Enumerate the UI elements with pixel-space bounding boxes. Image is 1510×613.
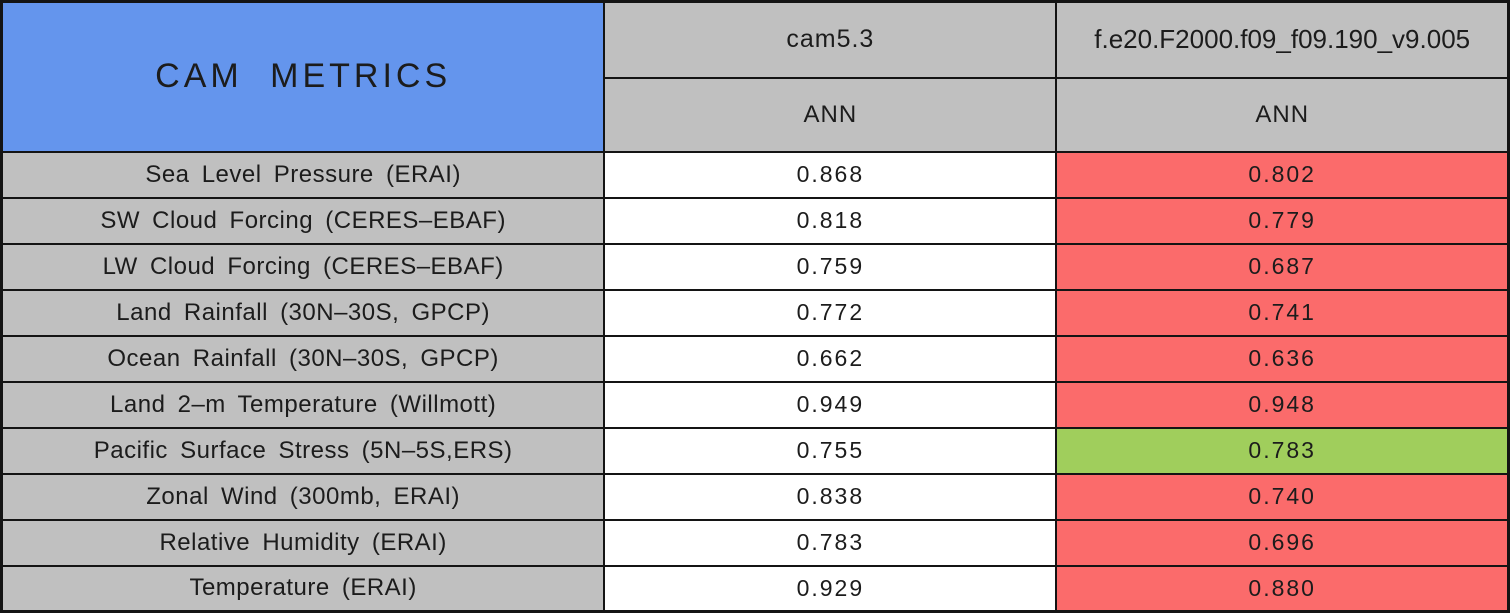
- table-row: Land 2–m Temperature (Willmott) 0.949 0.…: [0, 380, 1510, 429]
- metric-value: 0.948: [1055, 380, 1510, 429]
- metric-value: 0.740: [1055, 472, 1510, 521]
- metric-value: 0.636: [1055, 334, 1510, 383]
- column-header-model-test-run: f.e20.F2000.f09_f09.190_v9.005: [1055, 0, 1510, 79]
- metric-value: 0.662: [603, 334, 1058, 383]
- table-title: CAM METRICS: [0, 0, 606, 153]
- table-row: Zonal Wind (300mb, ERAI) 0.838 0.740: [0, 472, 1510, 521]
- metric-label: Land Rainfall (30N–30S, GPCP): [0, 288, 606, 337]
- metric-value: 0.759: [603, 242, 1058, 291]
- table-row: SW Cloud Forcing (CERES–EBAF) 0.818 0.77…: [0, 196, 1510, 245]
- table-row: Pacific Surface Stress (5N–5S,ERS) 0.755…: [0, 426, 1510, 475]
- metric-value: 0.802: [1055, 150, 1510, 199]
- metric-value: 0.783: [603, 518, 1058, 567]
- metric-value: 0.741: [1055, 288, 1510, 337]
- metric-value: 0.783: [1055, 426, 1510, 475]
- metric-value: 0.696: [1055, 518, 1510, 567]
- season-header-cam53: ANN: [603, 76, 1058, 153]
- metric-value: 0.755: [603, 426, 1058, 475]
- table-row: Ocean Rainfall (30N–30S, GPCP) 0.662 0.6…: [0, 334, 1510, 383]
- metric-label: SW Cloud Forcing (CERES–EBAF): [0, 196, 606, 245]
- table-row: Temperature (ERAI) 0.929 0.880: [0, 564, 1510, 613]
- season-header-test-run: ANN: [1055, 76, 1510, 153]
- metric-value: 0.772: [603, 288, 1058, 337]
- metric-label: Temperature (ERAI): [0, 564, 606, 613]
- metric-label: Relative Humidity (ERAI): [0, 518, 606, 567]
- metric-value: 0.687: [1055, 242, 1510, 291]
- table-row: Land Rainfall (30N–30S, GPCP) 0.772 0.74…: [0, 288, 1510, 337]
- table-row: LW Cloud Forcing (CERES–EBAF) 0.759 0.68…: [0, 242, 1510, 291]
- metric-label: Sea Level Pressure (ERAI): [0, 150, 606, 199]
- metric-value: 0.949: [603, 380, 1058, 429]
- metric-value: 0.868: [603, 150, 1058, 199]
- metric-label: Pacific Surface Stress (5N–5S,ERS): [0, 426, 606, 475]
- metric-label: Land 2–m Temperature (Willmott): [0, 380, 606, 429]
- metric-value: 0.880: [1055, 564, 1510, 613]
- metric-value: 0.838: [603, 472, 1058, 521]
- metric-value: 0.779: [1055, 196, 1510, 245]
- metric-value: 0.929: [603, 564, 1058, 613]
- metric-label: Zonal Wind (300mb, ERAI): [0, 472, 606, 521]
- table-row: Sea Level Pressure (ERAI) 0.868 0.802: [0, 150, 1510, 199]
- metric-label: LW Cloud Forcing (CERES–EBAF): [0, 242, 606, 291]
- column-header-model-cam53: cam5.3: [603, 0, 1058, 79]
- metric-value: 0.818: [603, 196, 1058, 245]
- metric-label: Ocean Rainfall (30N–30S, GPCP): [0, 334, 606, 383]
- table-row: Relative Humidity (ERAI) 0.783 0.696: [0, 518, 1510, 567]
